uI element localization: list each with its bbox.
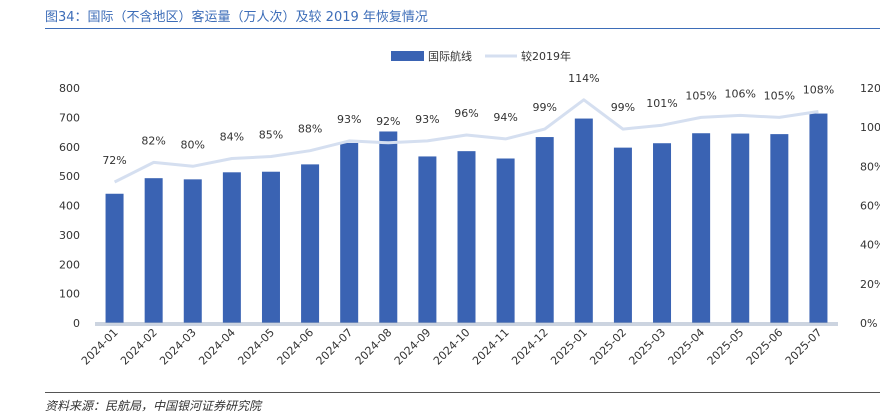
line-data-label: 101%	[646, 97, 677, 110]
source-note: 资料来源：民航局，中国银河证券研究院	[45, 399, 262, 413]
x-tick-label: 2025-05	[705, 326, 747, 368]
line-data-label: 82%	[141, 134, 165, 147]
line-data-label: 85%	[259, 129, 283, 142]
y2-tick-label: 120%	[860, 82, 880, 95]
x-tick-label: 2024-04	[196, 326, 238, 368]
bar	[222, 172, 241, 323]
x-tick-label: 2024-08	[353, 326, 395, 368]
x-tick-label: 2025-04	[666, 326, 708, 368]
bar	[261, 171, 280, 323]
x-tick-label: 2025-01	[548, 326, 590, 368]
line-data-label: 88%	[298, 123, 322, 136]
line-data-label: 94%	[493, 111, 517, 124]
line-data-label: 96%	[454, 107, 478, 120]
x-tick-label: 2024-10	[431, 326, 473, 368]
line-data-label: 106%	[725, 87, 756, 100]
y2-tick-label: 80%	[860, 160, 880, 173]
y-tick-label: 800	[59, 82, 80, 95]
x-tick-label: 2024-06	[275, 326, 317, 368]
line-data-label: 84%	[220, 131, 244, 144]
bar	[692, 133, 711, 323]
title-divider	[45, 28, 880, 29]
line-data-label: 99%	[611, 101, 635, 114]
x-tick-label: 2024-07	[314, 326, 356, 368]
bar	[340, 142, 359, 323]
line-data-label: 99%	[532, 101, 556, 114]
bar	[144, 178, 163, 323]
line-data-label: 80%	[181, 138, 205, 151]
bar	[613, 147, 632, 323]
y-tick-label: 700	[59, 111, 80, 124]
x-tick-label: 2024-09	[392, 326, 434, 368]
bar	[183, 179, 202, 323]
x-tick-label: 2025-07	[783, 326, 825, 368]
y-tick-label: 500	[59, 170, 80, 183]
chart-title: 图34：国际（不含地区）客运量（万人次）及较 2019 年恢复情况	[45, 10, 428, 25]
bar	[105, 193, 124, 323]
line-data-label: 108%	[803, 84, 834, 97]
line-data-label: 105%	[685, 89, 716, 102]
legend-swatch-bar	[391, 51, 424, 61]
bar	[418, 156, 437, 323]
x-tick-label: 2025-06	[744, 326, 786, 368]
x-tick-label: 2024-02	[118, 326, 160, 368]
line-data-label: 93%	[337, 113, 361, 126]
bar	[574, 118, 593, 323]
y-tick-label: 600	[59, 141, 80, 154]
y2-tick-label: 100%	[860, 121, 880, 134]
y-tick-label: 200	[59, 258, 80, 271]
line-data-label: 114%	[568, 72, 599, 85]
bar	[770, 134, 789, 323]
line-data-label: 72%	[102, 154, 126, 167]
line-data-label: 93%	[415, 113, 439, 126]
x-tick-label: 2024-03	[157, 326, 199, 368]
bar	[809, 113, 828, 324]
series-line-recovery	[113, 98, 819, 184]
combo-chart: 0 100 200 300 400 500 600 700 800 0% 20% 40% 60% 80% 1…	[59, 49, 880, 368]
x-tick-label: 2024-01	[79, 326, 121, 368]
x-tick-label: 2025-03	[626, 326, 668, 368]
footer-divider	[45, 392, 880, 393]
y-tick-label: 100	[59, 288, 80, 301]
legend-label-bar: 国际航线	[428, 49, 472, 63]
bar	[301, 164, 320, 323]
x-tick-label: 2024-05	[235, 326, 277, 368]
y2-tick-label: 20%	[860, 278, 880, 291]
bar	[457, 151, 476, 323]
line-data-label: 92%	[376, 115, 400, 128]
y2-tick-label: 40%	[860, 239, 880, 252]
x-tick-label: 2024-12	[509, 326, 551, 368]
legend-label-line: 较2019年	[521, 49, 571, 63]
bar	[379, 131, 398, 323]
y2-tick-label: 0%	[860, 317, 877, 330]
bar	[535, 137, 554, 323]
line-data-label: 105%	[764, 89, 795, 102]
y-tick-label: 300	[59, 229, 80, 242]
x-tick-label: 2025-02	[587, 326, 629, 368]
bar	[653, 143, 672, 323]
x-tick-label: 2024-11	[470, 326, 512, 368]
bar	[731, 133, 750, 323]
y2-tick-label: 60%	[860, 200, 880, 213]
y-tick-label: 400	[59, 200, 80, 213]
bar	[496, 158, 515, 323]
y-tick-label: 0	[73, 317, 80, 330]
